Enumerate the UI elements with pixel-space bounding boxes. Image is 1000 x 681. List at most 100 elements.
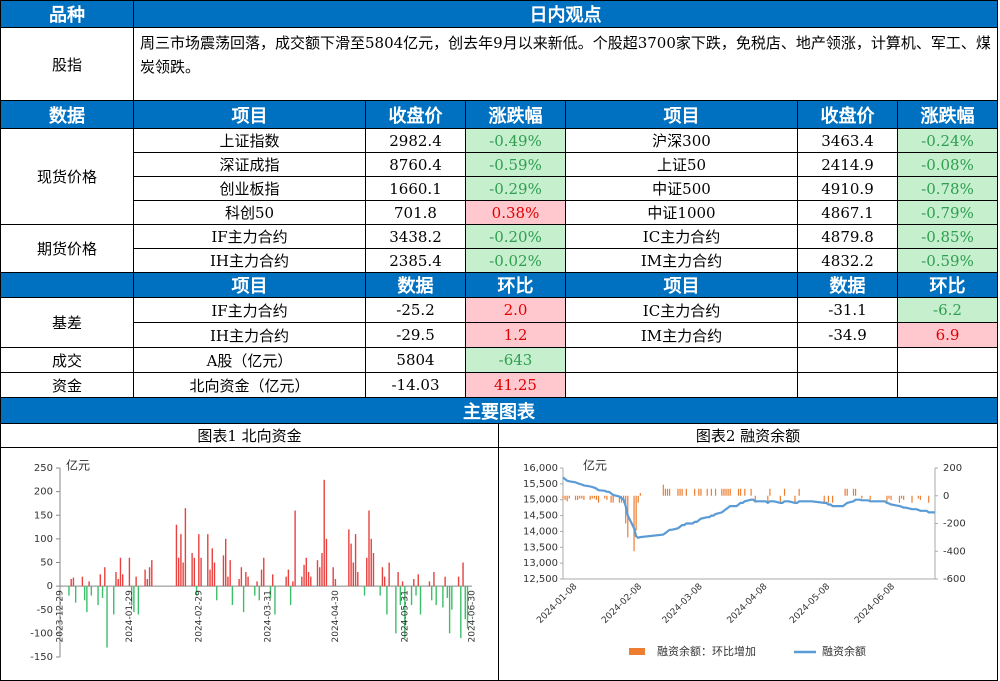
bar [779, 495, 781, 503]
table-cell: 1.2 [465, 322, 566, 348]
bar [574, 495, 577, 500]
bar [740, 488, 742, 496]
bar [706, 488, 708, 496]
bar [466, 586, 469, 629]
bar [668, 488, 671, 496]
table-cell: IC主力合约 [565, 224, 798, 249]
bar [635, 495, 637, 531]
table-cell: -0.79% [897, 200, 998, 225]
bar [242, 586, 245, 613]
header-cell: 品种 [0, 0, 134, 28]
bar [417, 574, 419, 587]
bar [175, 524, 178, 587]
column-header: 环比 [465, 272, 566, 298]
bar [200, 557, 202, 587]
bar [679, 488, 681, 496]
bar [381, 567, 384, 587]
bar [448, 586, 451, 634]
column-header: 环比 [897, 272, 998, 298]
chart-panel [0, 447, 499, 681]
bar [769, 488, 771, 496]
table-cell: -0.78% [897, 176, 998, 201]
bar [106, 586, 108, 648]
chart: -150 -100 -50 0 50 100 150 200 250 亿元 2023-12-29 20… [30, 458, 477, 664]
bar [269, 586, 272, 598]
y-tick-label: 200 [34, 487, 53, 498]
table-cell: -29.5 [365, 322, 466, 348]
bar [263, 557, 265, 587]
bar [460, 586, 462, 639]
bar [562, 495, 564, 499]
y-tick-label: 16,000 [523, 463, 558, 474]
bar [783, 488, 786, 496]
bar [193, 557, 196, 587]
y-tick-label: 0 [47, 581, 53, 592]
table-cell: 4910.9 [797, 176, 898, 201]
bar [81, 576, 84, 587]
bar [754, 495, 756, 503]
bar [128, 557, 131, 587]
empty-cell [565, 347, 798, 373]
bar [209, 569, 211, 587]
bar [395, 586, 397, 634]
table-cell: -6.2 [897, 297, 998, 323]
bar [350, 543, 352, 587]
table-cell: 3438.2 [365, 224, 466, 249]
bar [240, 567, 243, 587]
bar [685, 488, 687, 496]
bar [274, 586, 276, 615]
bar [254, 586, 256, 596]
bar [419, 586, 422, 615]
bar [83, 586, 86, 601]
bar [737, 488, 740, 496]
bar [664, 488, 667, 496]
x-tick-label: 2024-04-30 [331, 590, 341, 643]
bar [846, 488, 848, 496]
y-tick-label: 250 [34, 463, 53, 474]
bar [321, 553, 323, 587]
view-text: 周三市场震荡回落，成交额下滑至5804亿元，创去年9月以来新低。个股超3700家… [133, 27, 998, 101]
table-cell: 深证成指 [133, 152, 366, 177]
table-cell: -0.85% [897, 224, 998, 249]
bar [130, 586, 133, 606]
bar [151, 560, 153, 587]
bar [245, 571, 247, 587]
y2-tick-label: -200 [943, 519, 966, 530]
bar [146, 579, 149, 587]
bar [133, 586, 135, 613]
column-header: 收盘价 [365, 100, 466, 129]
table-cell: 沪深300 [565, 128, 798, 153]
bar [334, 579, 337, 587]
bar [577, 495, 579, 500]
bar [413, 579, 415, 587]
bar [135, 576, 137, 587]
bar [180, 534, 182, 587]
bar [354, 534, 357, 587]
x-tick-label: 2024-02-08 [600, 582, 644, 626]
bar [386, 586, 388, 615]
empty-cell [565, 372, 798, 398]
bar [727, 488, 729, 496]
bar [903, 495, 905, 500]
bar [379, 586, 381, 596]
group-label: 期货价格 [0, 224, 134, 273]
table-cell: 2414.9 [797, 152, 898, 177]
bar [595, 495, 598, 500]
bar [637, 495, 639, 503]
table-cell: 中证500 [565, 176, 798, 201]
bar [211, 548, 213, 587]
x-tick-label: 2024-02-29 [194, 590, 204, 643]
table-cell: A股（亿元） [133, 347, 366, 373]
bar [307, 571, 310, 587]
column-header: 数据 [797, 272, 898, 298]
bar [593, 495, 595, 499]
table-cell: -31.1 [797, 297, 898, 323]
column-header: 涨跌幅 [465, 100, 566, 129]
bar [285, 576, 287, 587]
bar [289, 586, 292, 606]
table-cell: -0.29% [465, 176, 566, 201]
table-cell: 4867.1 [797, 200, 898, 225]
x-tick-label: 2024-04-08 [726, 582, 770, 626]
table-cell: 0.38% [465, 200, 566, 225]
